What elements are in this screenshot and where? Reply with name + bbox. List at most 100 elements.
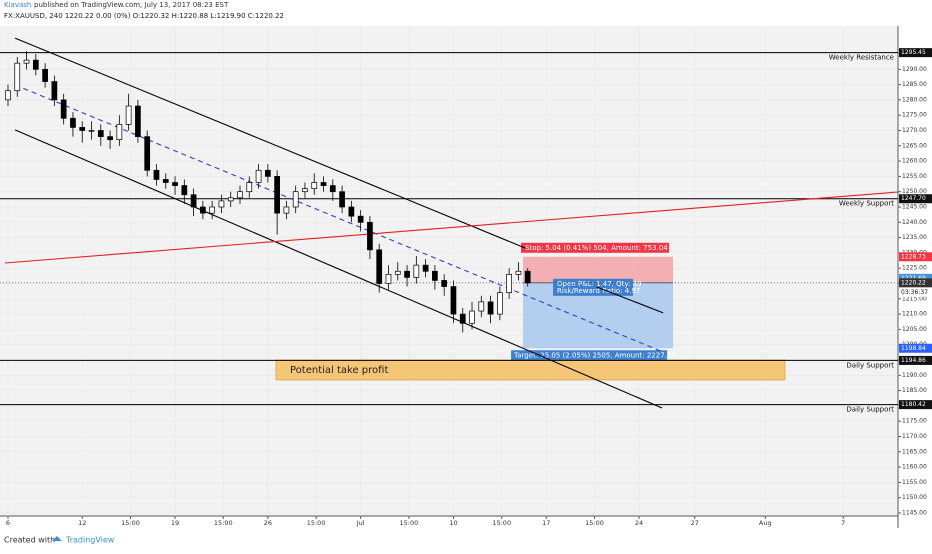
- x-tick-label: 15:00: [400, 519, 419, 527]
- candle-body: [422, 264, 429, 272]
- candle-body: [181, 185, 188, 196]
- candle-body: [292, 191, 299, 208]
- candle-body: [255, 169, 262, 183]
- candle-body: [32, 59, 39, 70]
- candle-body: [506, 273, 512, 294]
- footer: [0, 530, 932, 550]
- candle-body: [348, 206, 355, 217]
- level-tag: [899, 355, 932, 365]
- trend-line: [14, 37, 526, 249]
- level-tag-label: 1247.70: [901, 195, 926, 202]
- candle-body: [190, 194, 197, 208]
- stop-zone: [523, 256, 674, 283]
- y-tick-label: 1270.00: [902, 127, 927, 134]
- price-tag-label: 1220.22: [901, 279, 926, 286]
- y-tick-label: 1145.00: [902, 510, 927, 517]
- candle-body: [515, 270, 522, 275]
- candle-body: [107, 136, 113, 141]
- x-tick-label: 7: [841, 519, 845, 527]
- candle-body: [264, 169, 271, 177]
- candle-body: [450, 286, 457, 315]
- candle-body: [302, 188, 308, 193]
- candle-body: [339, 191, 345, 208]
- candle-body: [14, 62, 21, 92]
- candle-body: [209, 206, 216, 214]
- level-tag: [899, 48, 932, 58]
- level-name: Daily Support: [846, 406, 894, 414]
- candle-body: [432, 270, 438, 281]
- candle-body: [357, 215, 364, 223]
- countdown: 03:36:37: [901, 289, 928, 296]
- price-tag-label: 1228.73: [901, 253, 926, 260]
- y-tick-label: 1260.00: [902, 158, 927, 165]
- x-tick-label: 15:00: [492, 519, 511, 527]
- y-tick-label: 1250.00: [902, 188, 927, 195]
- candle-body: [60, 99, 67, 119]
- candle-body: [227, 197, 234, 202]
- candle-body: [116, 124, 123, 141]
- target-label: Target: 25.05 (2.05%) 2505, Amount: 2227…: [513, 351, 676, 359]
- level-name: Weekly Resistance: [829, 54, 894, 62]
- x-tick-label: 24: [635, 519, 643, 527]
- y-tick-label: 1225.00: [902, 265, 927, 272]
- candle-body: [404, 270, 410, 278]
- price-tag-label: 1198.84: [901, 345, 926, 352]
- price-tag: [899, 252, 932, 262]
- candle-body: [376, 249, 383, 284]
- y-tick-label: 1160.00: [902, 464, 927, 471]
- candle-body: [218, 200, 225, 208]
- candle-body: [320, 182, 327, 186]
- candle-body: [23, 59, 30, 64]
- candle-body: [283, 206, 290, 214]
- candle-body: [153, 169, 160, 180]
- level-name: Daily Support: [846, 361, 894, 369]
- y-tick-label: 1280.00: [902, 96, 927, 103]
- candle-body: [172, 182, 178, 186]
- candle-body: [88, 130, 95, 132]
- y-tick-label: 1210.00: [902, 311, 927, 318]
- plot-area: [0, 26, 898, 516]
- x-tick-label: 27: [691, 519, 699, 527]
- y-tick-label: 1175.00: [902, 418, 927, 425]
- y-tick-label: 1240.00: [902, 219, 927, 226]
- zone-label: Potential take profit: [290, 365, 388, 376]
- rr-label: Risk/Reward Ratio: 4.97: [557, 287, 640, 295]
- candle-body: [441, 280, 448, 287]
- y-tick-label: 1185.00: [902, 387, 927, 394]
- candle-body: [459, 313, 466, 324]
- candle-body: [367, 221, 373, 251]
- y-tick-label: 1290.00: [902, 66, 927, 73]
- y-tick-label: 1245.00: [902, 203, 927, 210]
- y-tick-label: 1275.00: [902, 112, 927, 119]
- candle-body: [237, 191, 243, 199]
- target-label-bg: [511, 350, 668, 361]
- level-tag: [899, 194, 932, 204]
- x-tick-label: 15:00: [121, 519, 140, 527]
- x-tick-label: 15:00: [214, 519, 233, 527]
- x-tick-label: 12: [78, 519, 86, 527]
- y-tick-label: 1235.00: [902, 234, 927, 241]
- candle-body: [469, 310, 475, 324]
- candle-body: [97, 130, 104, 137]
- level-tag-label: 1194.86: [901, 357, 926, 364]
- candle-body: [42, 68, 48, 82]
- candle-body: [79, 127, 86, 131]
- trend-line: [4, 191, 899, 264]
- stop-label: Stop: 5.04 (0.41%) 504, Amount: 753.04: [525, 244, 668, 252]
- candle-body: [200, 206, 206, 214]
- candle-body: [135, 105, 141, 137]
- x-tick-label: Aug: [759, 519, 772, 527]
- level-tag-label: 1295.45: [901, 49, 926, 56]
- x-tick-label: 10: [449, 519, 457, 527]
- candle-body: [385, 273, 392, 284]
- candle-body: [413, 264, 420, 278]
- y-tick-label: 1265.00: [902, 142, 927, 149]
- published: published on TradingView.com, July 13, 2…: [34, 1, 229, 9]
- y-tick-label: 1155.00: [902, 479, 927, 486]
- candle-body: [70, 117, 76, 128]
- candle-body: [487, 301, 494, 315]
- candle-body: [51, 81, 58, 101]
- candle-body: [5, 90, 11, 101]
- level-tag: [899, 400, 932, 410]
